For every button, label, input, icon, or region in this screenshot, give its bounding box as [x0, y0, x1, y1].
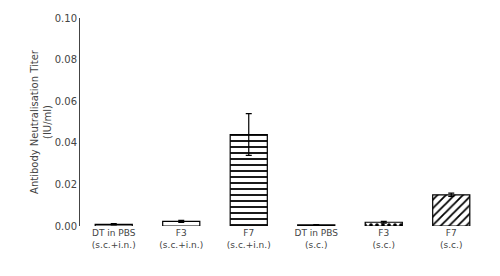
svg-text:F3(s.c.+i.n.): F3(s.c.+i.n.) [159, 228, 203, 250]
svg-text:F7(s.c.+i.n.): F7(s.c.+i.n.) [227, 228, 271, 250]
svg-text:0.00: 0.00 [55, 221, 77, 232]
svg-text:0.04: 0.04 [55, 137, 77, 148]
svg-text:DT in PBS(s.c.+i.n.): DT in PBS(s.c.+i.n.) [92, 228, 136, 250]
svg-text:F7(s.c.): F7(s.c.) [440, 228, 462, 250]
svg-text:DT in PBS(s.c.): DT in PBS(s.c.) [294, 228, 338, 250]
svg-text:F3(s.c.): F3(s.c.) [373, 228, 395, 250]
svg-text:0.10: 0.10 [55, 13, 77, 24]
svg-text:0.02: 0.02 [55, 179, 77, 190]
svg-text:Antibody Neutralisation Titer(: Antibody Neutralisation Titer(IU/ml) [29, 49, 53, 194]
svg-text:0.08: 0.08 [55, 54, 77, 65]
svg-text:0.06: 0.06 [55, 96, 77, 107]
